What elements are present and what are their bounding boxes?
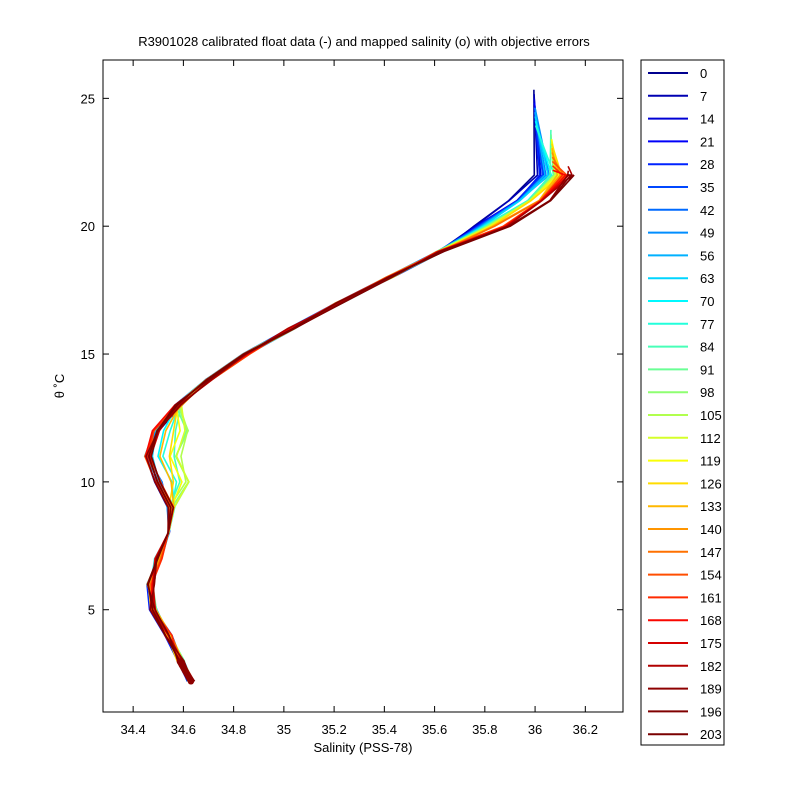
legend-label: 161 [700, 590, 722, 605]
y-tick-label: 25 [81, 91, 95, 106]
legend-label: 154 [700, 568, 722, 583]
x-tick-label: 35.2 [321, 722, 346, 737]
y-tick-label: 20 [81, 219, 95, 234]
legend-label: 7 [700, 89, 707, 104]
legend-label: 70 [700, 294, 714, 309]
legend-label: 35 [700, 180, 714, 195]
legend-label: 91 [700, 362, 714, 377]
y-tick-label: 10 [81, 475, 95, 490]
plot-area: 34.4 34.6 34.8 35 35.2 35.4 35.6 35.8 36 36.2 5 10… [81, 59, 624, 737]
y-tick-label: 15 [81, 347, 95, 362]
legend-label: 56 [700, 248, 714, 263]
legend-label: 147 [700, 545, 722, 560]
legend-label: 28 [700, 157, 714, 172]
deep-point [176, 658, 184, 665]
legend-label: 21 [700, 134, 714, 149]
legend-label: 0 [700, 66, 707, 81]
legend-label: 196 [700, 704, 722, 719]
x-tick-label: 35.4 [372, 722, 397, 737]
legend-label: 42 [700, 203, 714, 218]
x-tick-label: 34.6 [171, 722, 196, 737]
legend-label: 119 [700, 454, 721, 469]
x-tick-label: 36.2 [573, 722, 598, 737]
legend-label: 175 [700, 636, 722, 651]
legend-label: 98 [700, 385, 714, 400]
legend-label: 182 [700, 659, 722, 674]
deep-point-cluster [176, 658, 195, 685]
legend-label: 49 [700, 226, 714, 241]
legend: 0 7 14 21 28 35 42 49 56 63 70 77 84 91 98 105 112 119 126… [640, 59, 725, 746]
legend-label: 189 [700, 682, 722, 697]
legend-label: 126 [700, 476, 722, 491]
y-axis-label: θ ˚C [52, 374, 67, 399]
legend-label: 14 [700, 112, 714, 127]
legend-label: 112 [700, 431, 721, 446]
profile-lines [143, 89, 575, 682]
x-tick-label: 34.8 [221, 722, 246, 737]
legend-box [640, 59, 725, 746]
x-tick-label: 35.8 [472, 722, 497, 737]
x-axis-label: Salinity (PSS-78) [314, 740, 413, 755]
legend-label: 140 [700, 522, 722, 537]
legend-label: 84 [700, 340, 714, 355]
x-axis-ticks: 34.4 34.6 34.8 35 35.2 35.4 35.6 35.8 36 36.2 [120, 60, 598, 737]
profile-series-203 [147, 174, 575, 682]
legend-label: 105 [700, 408, 722, 423]
plot-frame [102, 59, 624, 713]
legend-label: 168 [700, 613, 722, 628]
y-axis-ticks: 5 10 15 20 25 [81, 91, 623, 618]
x-tick-label: 36 [528, 722, 542, 737]
legend-label: 63 [700, 271, 714, 286]
x-tick-label: 35.6 [422, 722, 447, 737]
x-tick-label: 35 [277, 722, 291, 737]
x-tick-label: 34.4 [120, 722, 145, 737]
legend-label: 203 [700, 727, 722, 742]
legend-label: 77 [700, 317, 714, 332]
chart-title: R3901028 calibrated float data (-) and m… [138, 34, 590, 49]
y-tick-label: 5 [88, 603, 95, 618]
legend-label: 133 [700, 499, 722, 514]
